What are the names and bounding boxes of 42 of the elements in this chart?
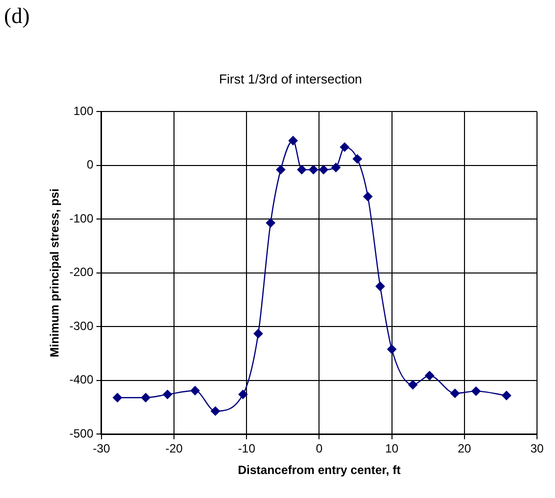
x-axis-title: Distancefrom entry center, ft bbox=[238, 463, 401, 478]
x-tick-label: -10 bbox=[238, 442, 256, 456]
point bbox=[190, 386, 200, 396]
x-tick-label: 10 bbox=[385, 442, 399, 456]
point bbox=[471, 386, 481, 396]
x-tick-label: 0 bbox=[316, 442, 323, 456]
point bbox=[408, 380, 418, 390]
point bbox=[340, 142, 350, 152]
y-tick-label: 100 bbox=[73, 104, 94, 118]
point bbox=[210, 406, 220, 416]
point bbox=[288, 136, 298, 146]
chart-title: First 1/3rd of intersection bbox=[218, 71, 362, 86]
point bbox=[141, 393, 150, 402]
point bbox=[308, 165, 318, 174]
point bbox=[297, 165, 306, 174]
point bbox=[254, 329, 263, 338]
point bbox=[450, 388, 460, 398]
text: (d) bbox=[4, 2, 30, 28]
point bbox=[376, 282, 385, 291]
x-tick-label: 20 bbox=[458, 442, 472, 456]
point bbox=[276, 165, 286, 174]
y-tick-label: -400 bbox=[69, 372, 94, 387]
point bbox=[424, 370, 434, 380]
y-tick-label: -100 bbox=[69, 211, 94, 226]
point bbox=[502, 390, 512, 400]
point bbox=[162, 390, 172, 400]
x-tick-label: -20 bbox=[165, 442, 184, 456]
point bbox=[352, 154, 362, 164]
y-tick-label: -500 bbox=[69, 426, 94, 441]
point bbox=[318, 165, 328, 174]
y-tick-label: -200 bbox=[69, 265, 94, 280]
y-tick-label: -300 bbox=[69, 318, 94, 333]
y-axis-title: Minimum principal stress, psi bbox=[48, 188, 62, 358]
x-tick-label: -30 bbox=[92, 442, 110, 456]
point bbox=[387, 344, 396, 354]
point bbox=[331, 162, 341, 172]
y-tick-label: 0 bbox=[86, 158, 94, 172]
point bbox=[238, 390, 248, 400]
point bbox=[112, 393, 122, 402]
point bbox=[363, 192, 372, 202]
point bbox=[266, 218, 276, 228]
x-tick-label: 30 bbox=[530, 442, 544, 456]
